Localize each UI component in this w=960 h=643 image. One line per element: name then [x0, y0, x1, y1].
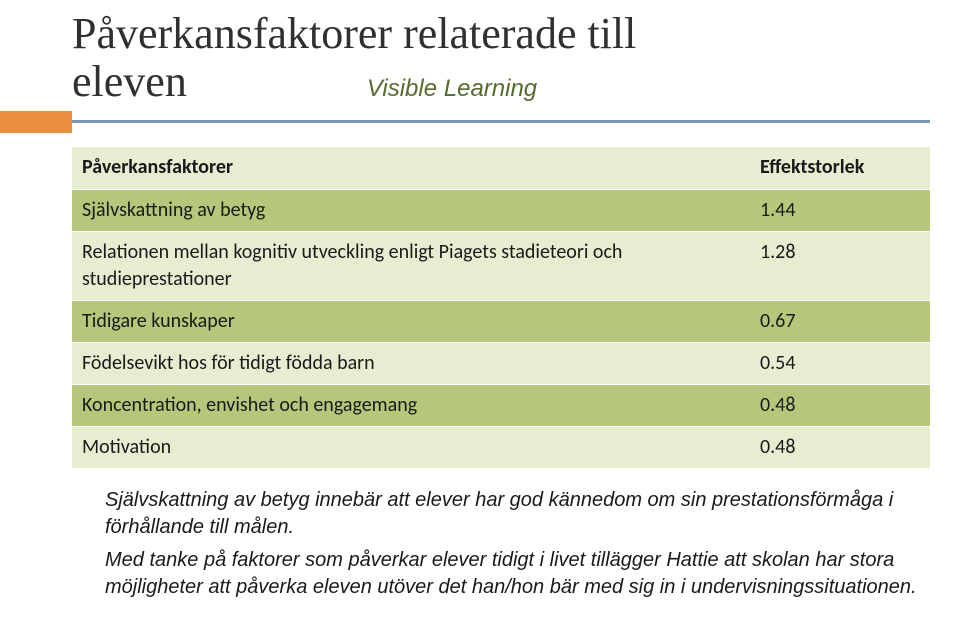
effect-cell: 1.44 [750, 189, 930, 231]
body-text: Självskattning av betyg innebär att elev… [105, 487, 920, 601]
page-subtitle: Visible Learning [367, 75, 537, 103]
accent-orange-block [0, 111, 72, 133]
factor-cell: Koncentration, envishet och engagemang [72, 384, 750, 426]
table-header-row: Påverkansfaktorer Effektstorlek [72, 147, 930, 190]
effect-cell: 1.28 [750, 231, 930, 300]
accent-blue-line [72, 120, 930, 123]
table-header-effect: Effektstorlek [750, 147, 930, 190]
effect-cell: 0.67 [750, 300, 930, 342]
factors-table: Påverkansfaktorer Effektstorlek Självska… [72, 147, 930, 469]
table-row: Födelsevikt hos för tidigt födda barn 0.… [72, 342, 930, 384]
paragraph-1: Självskattning av betyg innebär att elev… [105, 487, 920, 541]
table-row: Relationen mellan kognitiv utveckling en… [72, 231, 930, 300]
factor-cell: Födelsevikt hos för tidigt födda barn [72, 342, 750, 384]
paragraph-2: Med tanke på faktorer som påverkar eleve… [105, 547, 920, 601]
factor-cell: Självskattning av betyg [72, 189, 750, 231]
table-row: Motivation 0.48 [72, 426, 930, 468]
effect-cell: 0.48 [750, 384, 930, 426]
table-row: Koncentration, envishet och engagemang 0… [72, 384, 930, 426]
effect-cell: 0.48 [750, 426, 930, 468]
factor-cell: Relationen mellan kognitiv utveckling en… [72, 231, 750, 300]
effect-cell: 0.54 [750, 342, 930, 384]
factor-cell: Motivation [72, 426, 750, 468]
factor-cell: Tidigare kunskaper [72, 300, 750, 342]
page-title-line2: eleven [72, 58, 187, 106]
table-header-factor: Påverkansfaktorer [72, 147, 750, 190]
table-row: Tidigare kunskaper 0.67 [72, 300, 930, 342]
table-row: Självskattning av betyg 1.44 [72, 189, 930, 231]
accent-bar [0, 111, 960, 133]
page-title-line1: Påverkansfaktorer relaterade till [72, 10, 960, 58]
